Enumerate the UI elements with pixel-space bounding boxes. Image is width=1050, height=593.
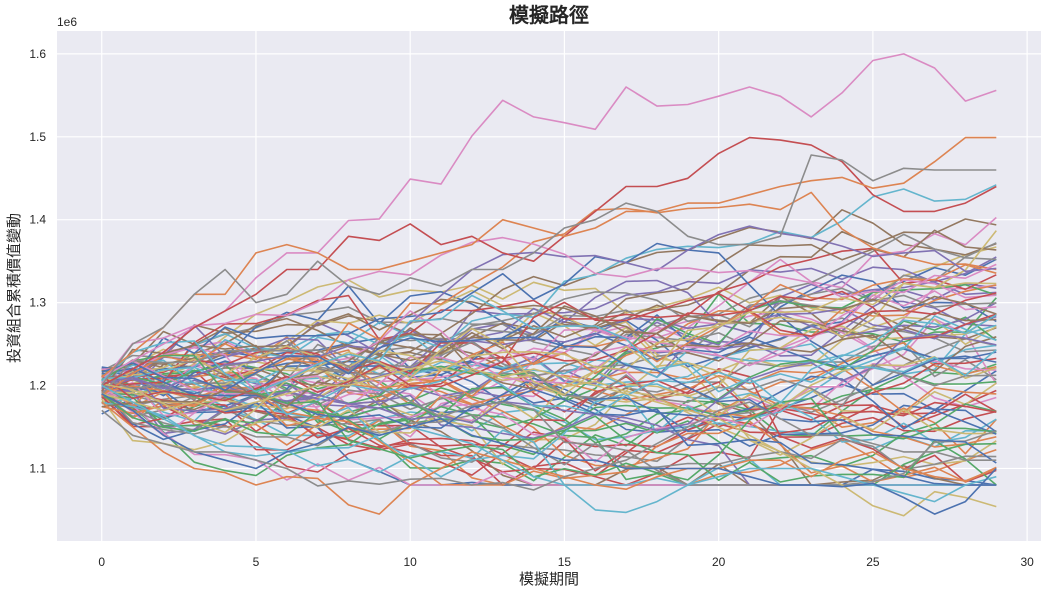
simulation-paths xyxy=(101,53,997,517)
y-tick-label: 1.4 xyxy=(29,213,46,227)
y-offset-label: 1e6 xyxy=(57,15,77,29)
simulation-path xyxy=(101,136,997,378)
simulation-path xyxy=(101,384,997,514)
simulation-path xyxy=(101,337,997,463)
simulation-path xyxy=(101,230,997,382)
x-tick-label: 15 xyxy=(558,555,572,569)
simulation-path xyxy=(101,366,997,456)
x-tick-label: 10 xyxy=(404,555,418,569)
y-tick-label: 1.3 xyxy=(29,296,46,310)
simulation-path xyxy=(101,292,997,402)
simulation-path xyxy=(101,274,997,397)
x-tick-label: 5 xyxy=(253,555,260,569)
simulation-path xyxy=(101,344,997,405)
y-axis-ticks: 1.1 1.2 1.3 1.4 1.5 1.6 xyxy=(29,47,46,476)
y-tick-label: 1.6 xyxy=(29,47,46,61)
simulation-path xyxy=(101,361,997,428)
simulation-path xyxy=(101,393,997,486)
simulation-path xyxy=(101,258,997,373)
simulation-path xyxy=(101,349,997,486)
x-tick-label: 30 xyxy=(1020,555,1034,569)
simulation-path xyxy=(101,333,997,432)
simulation-path xyxy=(101,393,997,515)
simulation-path xyxy=(101,242,997,386)
x-axis-label: 模擬期間 xyxy=(519,570,579,588)
simulation-path xyxy=(101,346,997,463)
x-tick-label: 20 xyxy=(712,555,726,569)
y-tick-label: 1.2 xyxy=(29,379,46,393)
simulation-path xyxy=(101,225,997,390)
simulation-path xyxy=(101,284,997,407)
x-tick-label: 0 xyxy=(98,555,105,569)
y-axis-label: 投資組合累積價值變動 xyxy=(5,213,23,363)
chart-title: 模擬路徑 xyxy=(509,3,589,27)
simulation-path xyxy=(101,295,997,408)
y-tick-label: 1.1 xyxy=(29,461,46,475)
simulation-path xyxy=(101,336,997,464)
simulation-path xyxy=(101,391,997,477)
simulation-path xyxy=(101,53,997,378)
simulation-path xyxy=(101,401,997,491)
simulation-path xyxy=(101,356,997,451)
x-axis-ticks: 0 5 10 15 20 25 30 xyxy=(98,555,1034,569)
y-tick-label: 1.5 xyxy=(29,130,46,144)
simulation-path xyxy=(101,154,997,386)
simulation-path xyxy=(101,359,997,517)
simulation-path xyxy=(101,294,997,404)
simulation-path xyxy=(101,311,997,392)
simulation-path xyxy=(101,349,997,416)
simulation-path xyxy=(101,357,997,473)
simulation-path xyxy=(101,216,997,397)
simulation-path xyxy=(101,401,997,515)
simulation-path xyxy=(101,367,997,486)
x-tick-label: 25 xyxy=(866,555,880,569)
simulation-path xyxy=(101,191,997,397)
simulation-path xyxy=(101,282,997,434)
